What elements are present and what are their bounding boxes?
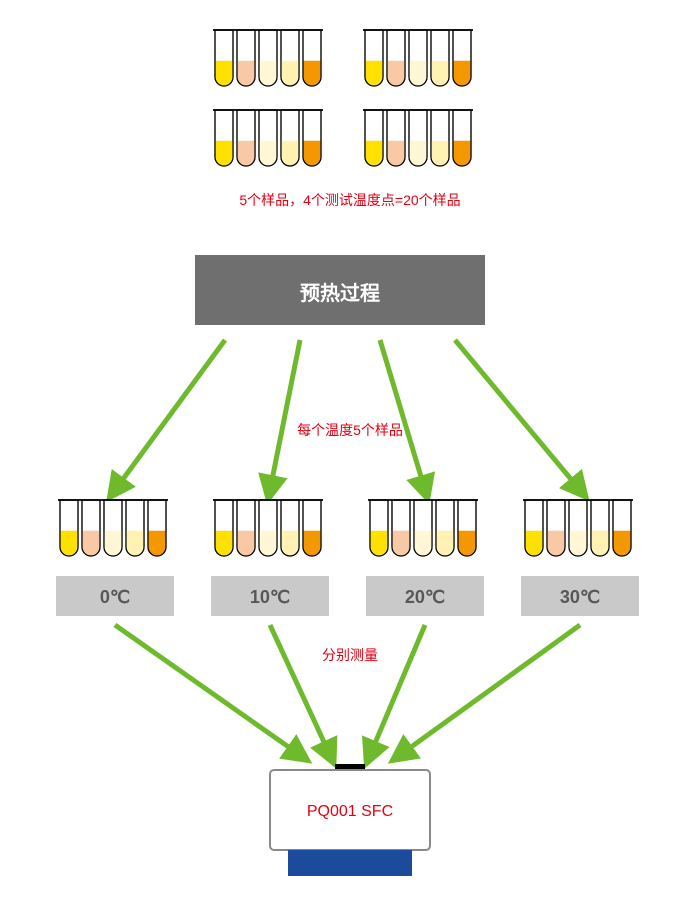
svg-text:10℃: 10℃ bbox=[250, 587, 290, 607]
svg-text:0℃: 0℃ bbox=[100, 587, 130, 607]
svg-text:5个样品，4个测试温度点=20个样品: 5个样品，4个测试温度点=20个样品 bbox=[239, 192, 460, 208]
svg-text:PQ001 SFC: PQ001 SFC bbox=[307, 803, 393, 820]
svg-text:30℃: 30℃ bbox=[560, 587, 600, 607]
svg-text:20℃: 20℃ bbox=[405, 587, 445, 607]
svg-text:预热过程: 预热过程 bbox=[300, 282, 380, 305]
svg-text:每个温度5个样品: 每个温度5个样品 bbox=[297, 422, 403, 438]
flow-diagram: 5个样品，4个测试温度点=20个样品预热过程每个温度5个样品 0℃ 10℃ 20℃ 30… bbox=[0, 0, 700, 900]
svg-text:分别测量: 分别测量 bbox=[322, 647, 378, 663]
